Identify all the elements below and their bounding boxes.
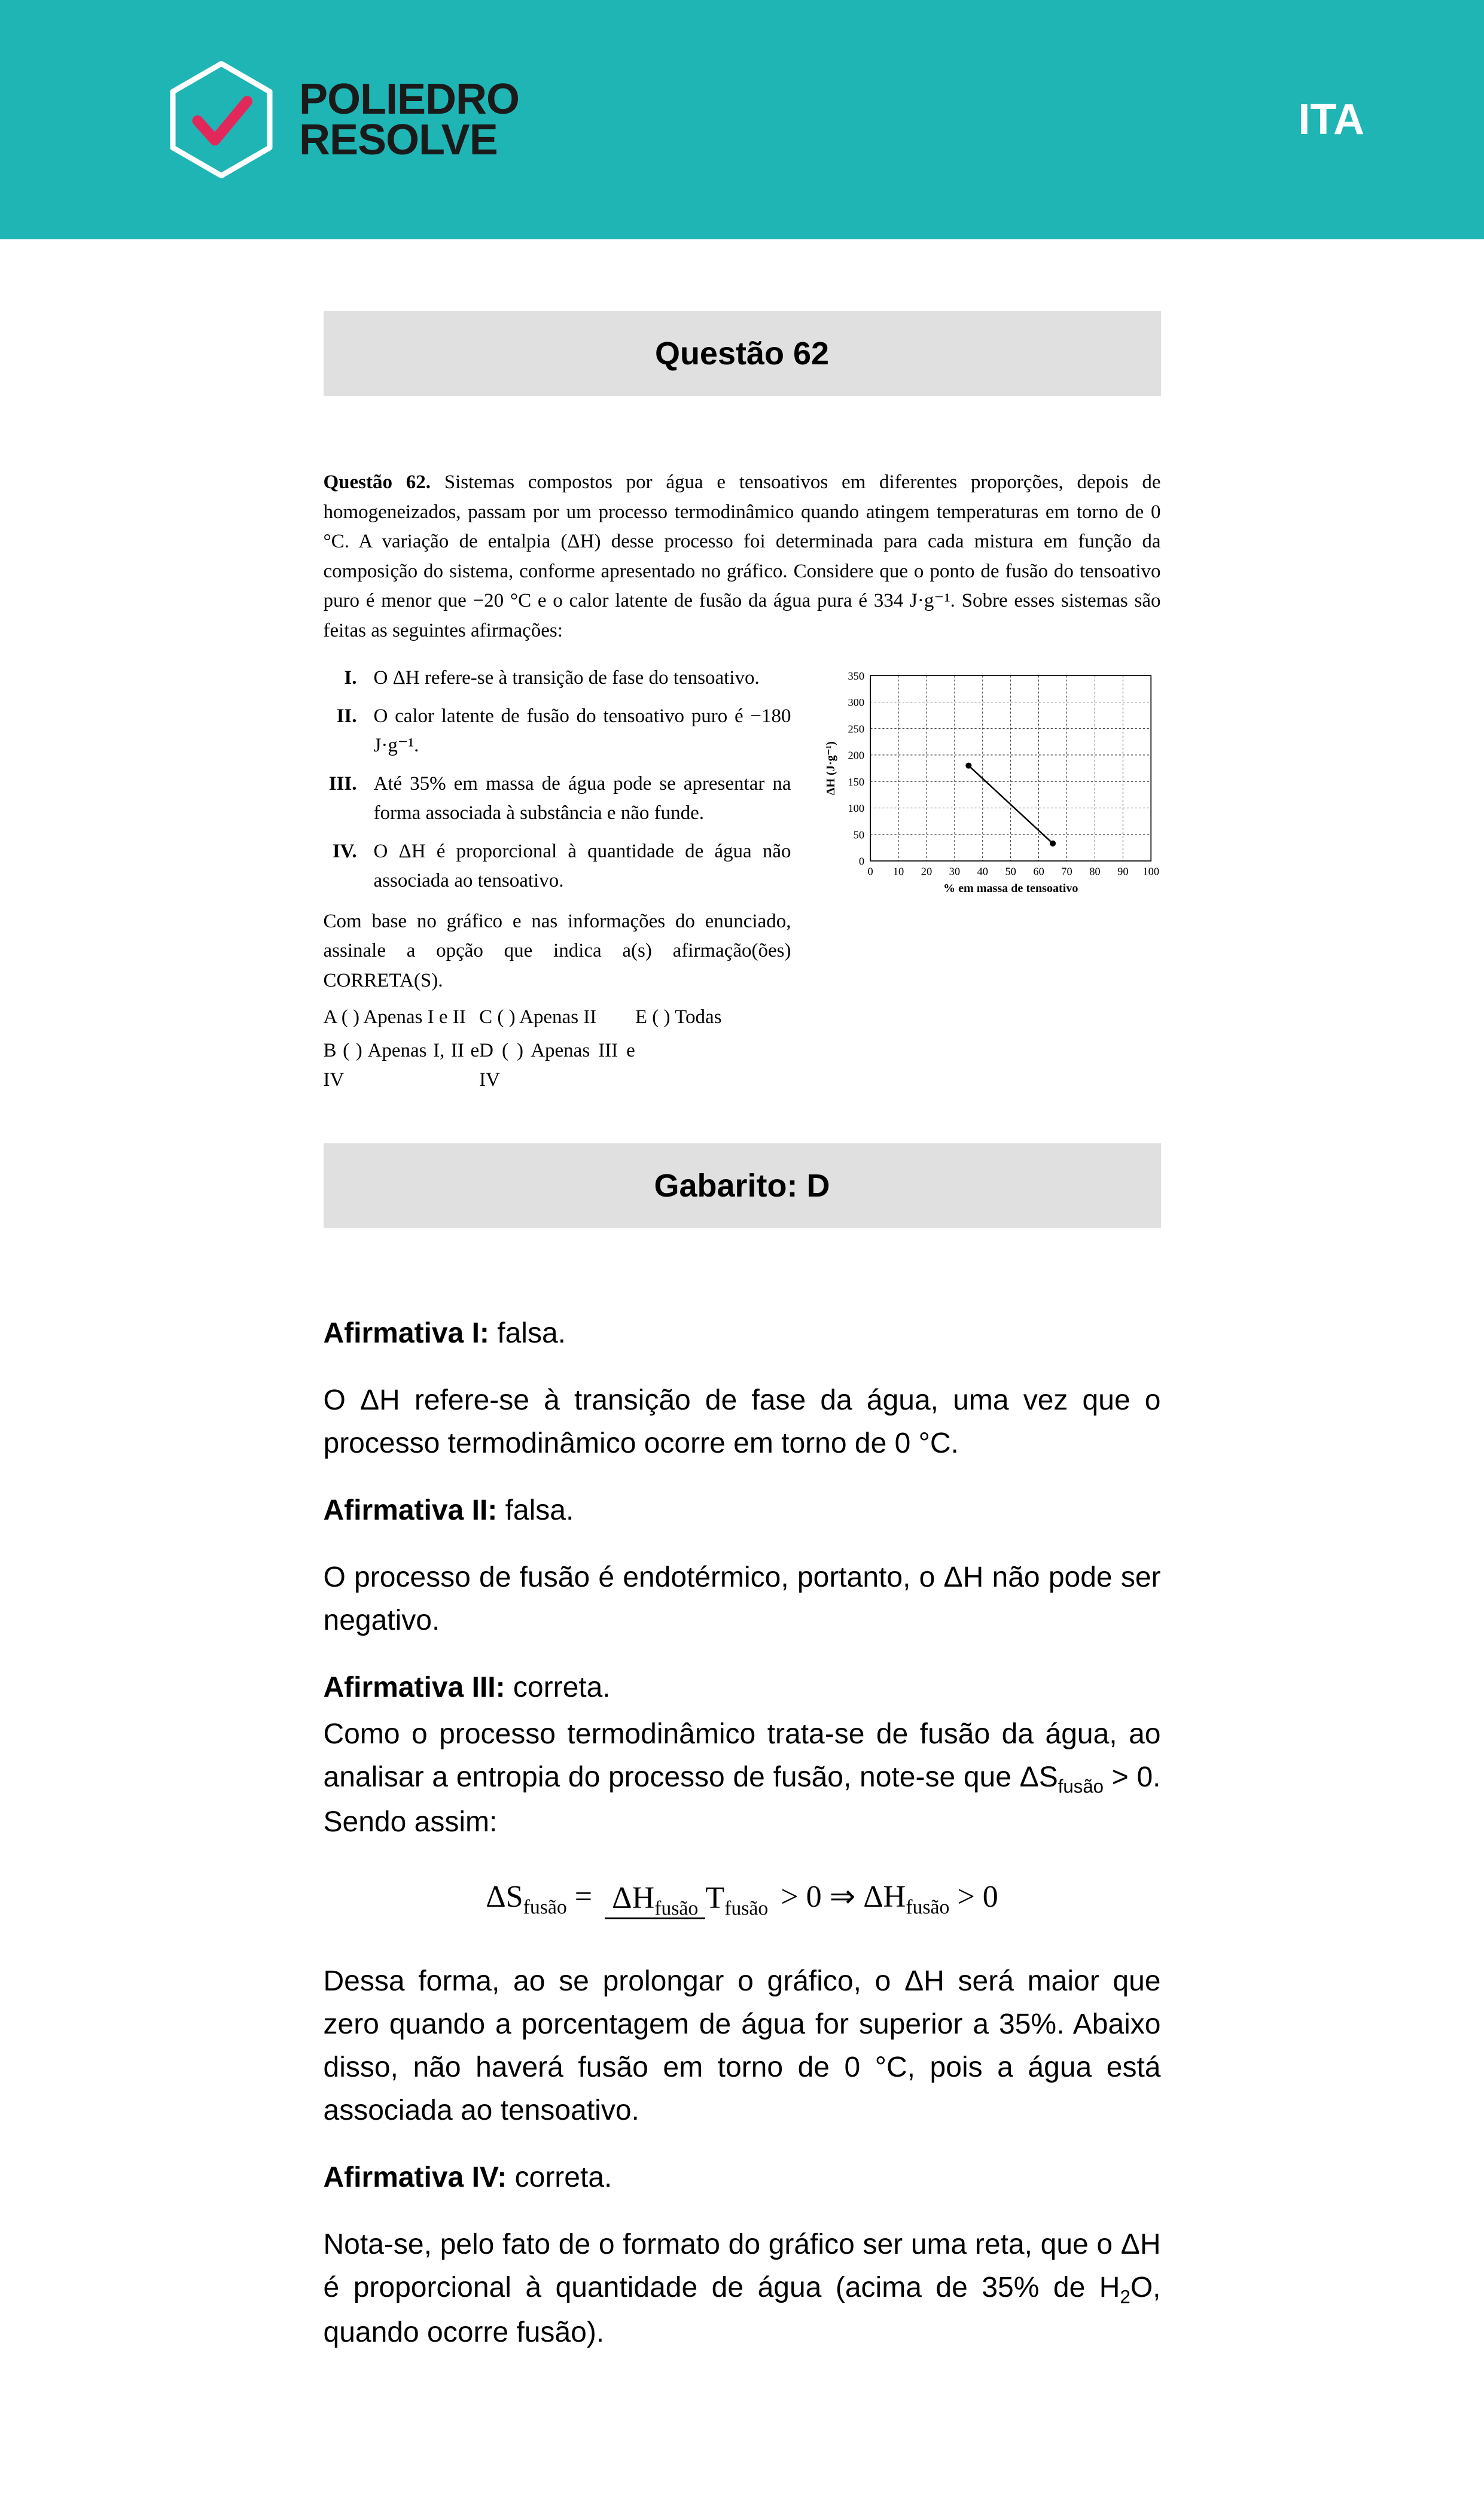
aff4-text: Nota-se, pelo fato de o formato do gráfi… [324,2223,1161,2354]
question-text: Questão 62. Sistemas compostos por água … [324,468,1161,646]
alt-a: A ( ) Apenas I e II [324,1003,480,1033]
question-block: Questão 62. Sistemas compostos por água … [324,468,1161,1095]
eq-mid: > 0 ⇒ ΔH [773,1880,906,1914]
svg-text:0: 0 [867,865,873,877]
statements-list: I. O ΔH refere-se à transição de fase do… [324,663,791,1095]
svg-text:20: 20 [921,865,931,877]
statement-1: I. O ΔH refere-se à transição de fase do… [324,663,791,693]
svg-text:80: 80 [1089,865,1100,877]
statement-tx: O ΔH é proporcional à quantidade de água… [374,837,791,896]
svg-text:350: 350 [848,670,864,682]
brand-text: POLIEDRO RESOLVE [299,79,519,161]
statement-rn: II. [324,702,357,761]
aff3-p2: Dessa forma, ao se prolongar o gráfico, … [324,1960,1161,2132]
statement-4: IV. O ΔH é proporcional à quantidade de … [324,837,791,896]
alt-d: D ( ) Apenas III e IV [479,1036,635,1095]
chart: 0 10 20 30 40 50 60 70 80 90 100 0 50 100 150 200 250 300… [815,663,1161,1095]
statement-tx: O ΔH refere-se à transição de fase do te… [374,663,791,693]
aff1-status: falsa. [489,1317,566,1349]
prompt-text: Com base no gráfico e nas informações do… [324,907,791,996]
equation: ΔSfusão = ΔHfusãoTfusão > 0 ⇒ ΔHfusão > … [324,1874,1161,1924]
hex-logo-icon [167,60,275,179]
svg-text:100: 100 [1142,865,1159,877]
eq-eq: = [567,1880,600,1914]
brand-line2: RESOLVE [299,120,519,160]
question-body: Sistemas compostos por água e tensoativo… [324,471,1161,641]
svg-text:200: 200 [848,750,864,762]
statement-rn: I. [324,663,357,693]
aff3-header: Afirmativa III: correta. [324,1666,1161,1709]
eq-den: Tfusão [705,1879,768,1915]
svg-text:150: 150 [848,776,864,788]
aff1-label: Afirmativa I: [324,1317,489,1349]
statement-3: III. Até 35% em massa de água pode se ap… [324,769,791,829]
eq-end: > 0 [949,1880,998,1914]
aff2-text: O processo de fusão é endotérmico, porta… [324,1556,1161,1642]
statement-rn: III. [324,769,357,829]
eq-sub1: fusão [523,1896,567,1918]
page-header: POLIEDRO RESOLVE ITA [0,0,1484,239]
question-bar: Questão 62 [324,311,1161,396]
eq-frac: ΔHfusãoTfusão [605,1875,768,1924]
svg-text:30: 30 [949,865,959,877]
aff4-t1: Nota-se, pelo fato de o formato do gráfi… [324,2229,1161,2303]
solution-block: Afirmativa I: falsa. O ΔH refere-se à tr… [324,1312,1161,2355]
statement-rn: IV. [324,837,357,896]
answer-bar: Gabarito: D [324,1143,1161,1228]
alt-e: E ( ) Todas [635,1003,791,1033]
svg-text:0: 0 [858,856,864,868]
statement-tx: O calor latente de fusão do tensoativo p… [374,702,791,761]
svg-text:ΔH (J·g⁻¹): ΔH (J·g⁻¹) [824,741,837,795]
alt-b: B ( ) Apenas I, II e IV [324,1036,480,1095]
question-number: Questão 62. [324,471,431,493]
statement-tx: Até 35% em massa de água pode se apresen… [374,769,791,829]
aff1-header: Afirmativa I: falsa. [324,1312,1161,1355]
svg-text:60: 60 [1033,865,1044,877]
brand-line1: POLIEDRO [299,79,519,120]
alt-blank [635,1036,791,1095]
aff3-t1: Como o processo termodinâmico trata-se d… [324,1718,1161,1793]
svg-text:40: 40 [977,865,988,877]
svg-text:% em massa de tensoativo: % em massa de tensoativo [943,882,1077,895]
svg-text:70: 70 [1061,865,1072,877]
alternatives: A ( ) Apenas I e II C ( ) Apenas II E ( … [324,1003,791,1095]
aff4-header: Afirmativa IV: correta. [324,2156,1161,2199]
aff3-label: Afirmativa III: [324,1672,505,1703]
svg-text:10: 10 [892,865,903,877]
logo-box: POLIEDRO RESOLVE [167,60,519,179]
statements-and-chart: I. O ΔH refere-se à transição de fase do… [324,663,1161,1095]
svg-text:100: 100 [848,802,864,814]
svg-text:50: 50 [1005,865,1016,877]
exam-label: ITA [1298,95,1364,144]
eq-lhs: ΔS [486,1880,523,1914]
content-area: Questão 62 Questão 62. Sistemas composto… [174,239,1311,2498]
svg-text:50: 50 [853,829,864,841]
aff3-sub: fusão [1058,1776,1104,1797]
aff1-text: O ΔH refere-se à transição de fase da ág… [324,1379,1161,1465]
svg-text:250: 250 [848,723,864,735]
aff2-header: Afirmativa II: falsa. [324,1489,1161,1532]
aff3-status: correta. [505,1672,611,1703]
chart-svg: 0 10 20 30 40 50 60 70 80 90 100 0 50 100 150 200 250 300… [815,663,1161,901]
eq-sub2: fusão [906,1896,949,1918]
svg-text:300: 300 [848,696,864,708]
h2o-sub: 2 [1120,2287,1130,2308]
svg-text:90: 90 [1117,865,1128,877]
aff2-label: Afirmativa II: [324,1494,498,1526]
aff4-label: Afirmativa IV: [324,2162,507,2193]
aff2-status: falsa. [497,1494,574,1526]
statement-2: II. O calor latente de fusão do tensoati… [324,702,791,761]
aff3-text: Como o processo termodinâmico trata-se d… [324,1713,1161,1844]
eq-num: ΔHfusão [605,1881,705,1919]
alt-c: C ( ) Apenas II [479,1003,635,1033]
aff4-status: correta. [507,2162,612,2193]
